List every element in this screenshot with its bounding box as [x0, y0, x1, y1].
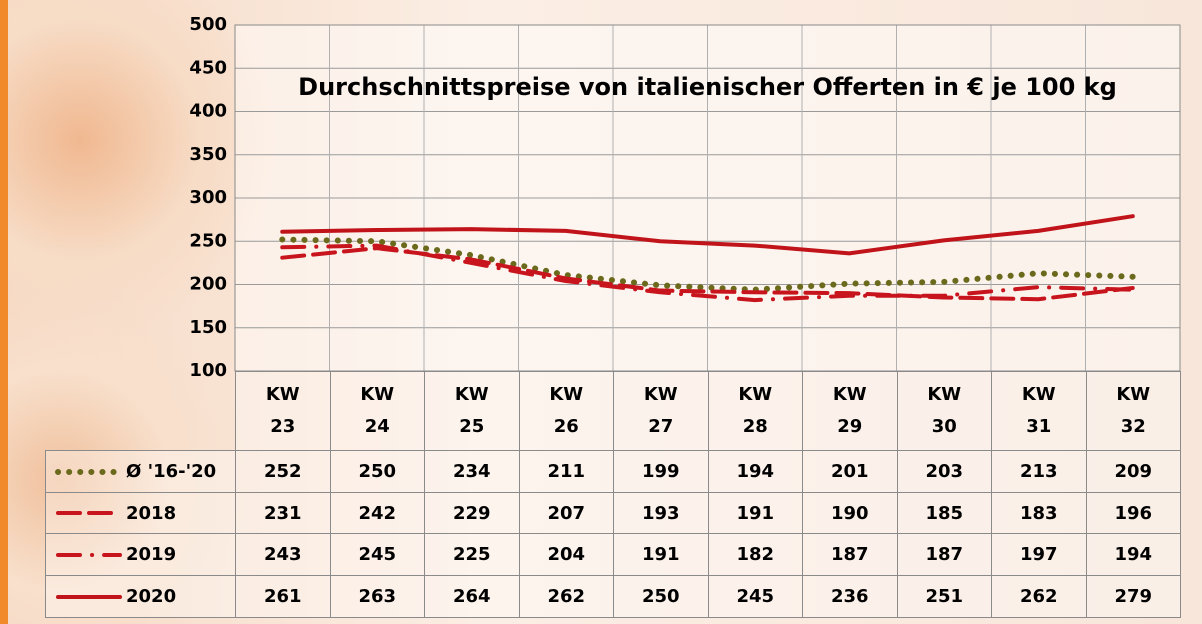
y-tick-label: 500 — [189, 14, 227, 35]
table-value: 201 — [802, 450, 898, 493]
column-header: KW 29 — [802, 371, 898, 451]
y-tick-label: 350 — [189, 144, 227, 165]
category-label: KW 30 — [927, 384, 962, 437]
column-header: KW 32 — [1085, 371, 1181, 451]
y-tick-label: 150 — [189, 317, 227, 338]
table-value: 231 — [235, 492, 331, 534]
legend-label: 2019 — [126, 544, 177, 565]
category-label: KW 25 — [454, 384, 489, 437]
table-value: 251 — [896, 575, 992, 618]
table-value: 234 — [424, 450, 520, 493]
category-label: KW 24 — [360, 384, 395, 437]
column-header: KW 26 — [518, 371, 614, 451]
table-value: 203 — [896, 450, 992, 493]
y-tick-label: 100 — [189, 360, 227, 381]
table-value: 193 — [613, 492, 709, 534]
table-value: 264 — [424, 575, 520, 618]
series-line — [279, 236, 1136, 293]
table-value: 185 — [896, 492, 992, 534]
table-value: 261 — [235, 575, 331, 618]
table-value: 250 — [329, 450, 425, 493]
legend-entry: 2019 — [45, 533, 236, 576]
table-value: 190 — [802, 492, 898, 534]
column-header: KW 24 — [329, 371, 425, 451]
series-line — [280, 243, 1135, 303]
category-label: KW 26 — [549, 384, 584, 437]
column-header: KW 28 — [707, 371, 803, 451]
chart-title: Durchschnittspreise von italienischer Of… — [298, 73, 1117, 101]
table-value: 191 — [613, 533, 709, 576]
legend-entry: Ø '16-'20 — [45, 450, 236, 493]
column-header: KW 23 — [235, 371, 331, 451]
y-tick-label: 300 — [189, 187, 227, 208]
column-header: KW 25 — [424, 371, 520, 451]
table-value: 252 — [235, 450, 331, 493]
y-tick-label: 250 — [189, 230, 227, 251]
column-header: KW 30 — [896, 371, 992, 451]
table-value: 211 — [518, 450, 614, 493]
y-tick-label: 400 — [189, 101, 227, 122]
table-value: 191 — [707, 492, 803, 534]
table-value: 194 — [1085, 533, 1181, 576]
legend-swatch — [56, 552, 122, 557]
legend-entry: 2018 — [45, 492, 236, 534]
legend-label: 2020 — [126, 586, 177, 607]
category-label: KW 32 — [1116, 384, 1151, 437]
table-value: 194 — [707, 450, 803, 493]
table-value: 187 — [802, 533, 898, 576]
table-value: 204 — [518, 533, 614, 576]
table-value: 225 — [424, 533, 520, 576]
table-value: 242 — [329, 492, 425, 534]
column-header: KW 31 — [991, 371, 1087, 451]
table-value: 263 — [329, 575, 425, 618]
series-line — [280, 214, 1135, 256]
table-value: 199 — [613, 450, 709, 493]
table-value: 207 — [518, 492, 614, 534]
table-value: 262 — [991, 575, 1087, 618]
legend-swatch — [56, 511, 122, 515]
table-value: 236 — [802, 575, 898, 618]
legend-label: 2018 — [126, 502, 177, 524]
category-label: KW 27 — [643, 384, 678, 437]
table-value: 196 — [1085, 492, 1181, 534]
table-value: 209 — [1085, 450, 1181, 493]
table-value: 183 — [991, 492, 1087, 534]
table-value: 229 — [424, 492, 520, 534]
table-value: 197 — [991, 533, 1087, 576]
table-value: 187 — [896, 533, 992, 576]
column-header: KW 27 — [613, 371, 709, 451]
table-value: 250 — [613, 575, 709, 618]
legend-entry: 2020 — [45, 575, 236, 618]
table-value: 262 — [518, 575, 614, 618]
table-value: 213 — [991, 450, 1087, 493]
legend-label: Ø '16-'20 — [126, 461, 217, 482]
category-label: KW 29 — [832, 384, 867, 437]
legend-swatch — [55, 468, 123, 475]
table-value: 245 — [329, 533, 425, 576]
category-label: KW 31 — [1021, 384, 1056, 437]
table-value: 279 — [1085, 575, 1181, 618]
y-tick-label: 200 — [189, 274, 227, 295]
table-value: 182 — [707, 533, 803, 576]
y-tick-label: 450 — [189, 57, 227, 78]
category-label: KW 23 — [265, 384, 300, 437]
category-label: KW 28 — [738, 384, 773, 437]
legend-swatch — [56, 594, 122, 599]
table-value: 243 — [235, 533, 331, 576]
table-value: 245 — [707, 575, 803, 618]
